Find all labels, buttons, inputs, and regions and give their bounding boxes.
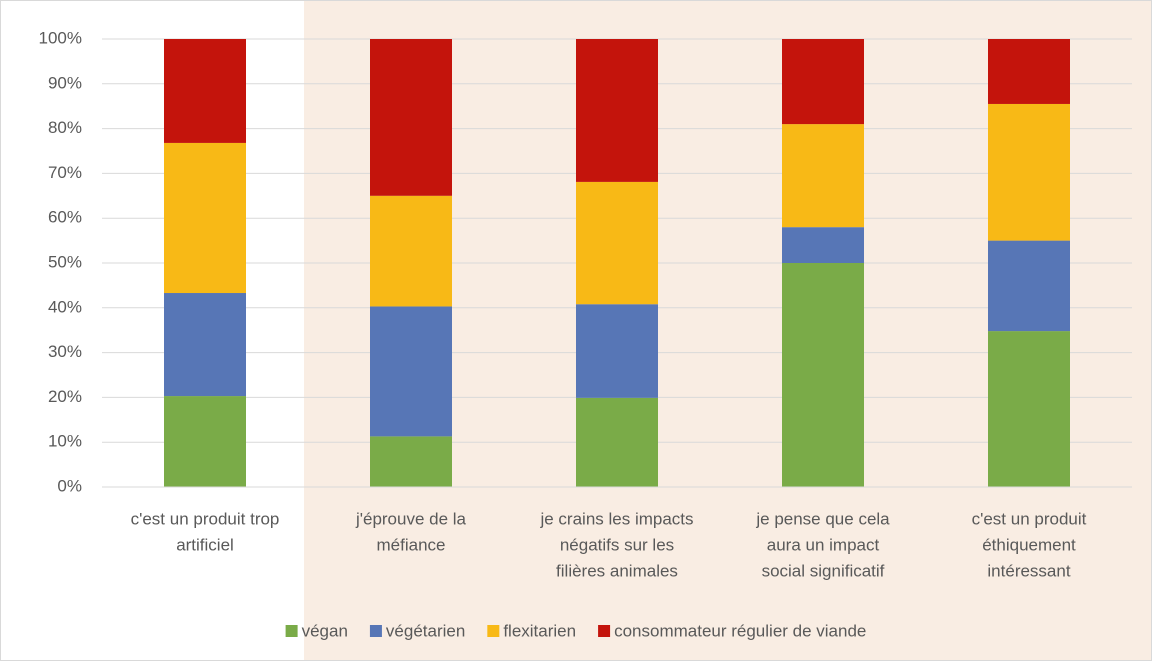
x-tick-label: je pense que cela <box>755 509 890 528</box>
bar-segment <box>988 103 1070 241</box>
y-tick-label: 80% <box>48 118 82 137</box>
bar-segment <box>370 195 452 307</box>
bar-segment <box>164 396 246 487</box>
bar-segment <box>782 263 864 487</box>
bar-segment <box>782 39 864 125</box>
x-tick-label: filières animales <box>556 561 678 580</box>
bar-segment <box>576 39 658 182</box>
x-tick-label: c'est un produit trop <box>131 509 280 528</box>
bar-segment <box>164 39 246 143</box>
y-tick-label: 70% <box>48 163 82 182</box>
legend-label: consommateur régulier de viande <box>614 621 866 640</box>
y-tick-label: 30% <box>48 342 82 361</box>
x-tick-label: j'éprouve de la <box>355 509 467 528</box>
bar-segment <box>988 39 1070 104</box>
legend-swatch <box>369 625 382 637</box>
x-tick-label: négatifs sur les <box>560 535 674 554</box>
y-tick-label: 0% <box>57 476 82 495</box>
bar-segment <box>164 142 246 294</box>
bar-segment <box>988 331 1070 487</box>
x-tick-label: aura un impact <box>767 535 880 554</box>
bar-segment <box>576 304 658 398</box>
bar-segment <box>576 181 658 305</box>
y-tick-label: 90% <box>48 73 82 92</box>
legend-swatch <box>598 625 611 637</box>
bar-segment <box>782 227 864 263</box>
y-tick-label: 20% <box>48 387 82 406</box>
legend-swatch <box>285 625 298 637</box>
x-tick-label: je crains les impacts <box>539 509 693 528</box>
y-tick-label: 100% <box>39 28 82 47</box>
y-tick-label: 10% <box>48 432 82 451</box>
legend-label: flexitarien <box>503 621 576 640</box>
x-tick-label: artificiel <box>176 535 234 554</box>
y-tick-label: 40% <box>48 297 82 316</box>
bar-segment <box>370 436 452 487</box>
y-tick-label: 50% <box>48 252 82 271</box>
bar-segment <box>370 39 452 196</box>
bar-segment <box>370 306 452 437</box>
legend-swatch <box>487 625 500 637</box>
bar-segment <box>164 293 246 397</box>
x-tick-label: c'est un produit <box>972 509 1087 528</box>
bar-segment <box>988 240 1070 332</box>
x-tick-label: éthiquement <box>982 535 1076 554</box>
x-tick-label: intéressant <box>987 561 1070 580</box>
bar-segment <box>782 124 864 228</box>
x-tick-label: méfiance <box>377 535 446 554</box>
legend-label: végan <box>302 621 348 640</box>
legend-label: végétarien <box>386 621 465 640</box>
y-tick-label: 60% <box>48 208 82 227</box>
x-tick-label: social significatif <box>762 561 885 580</box>
bar-segment <box>576 397 658 487</box>
